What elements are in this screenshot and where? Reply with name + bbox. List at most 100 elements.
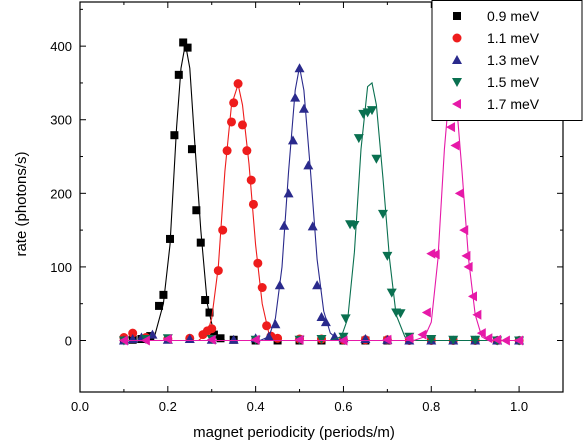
data-point: [371, 154, 382, 164]
data-point: [228, 334, 239, 344]
data-point: [426, 335, 437, 345]
data-point: [170, 131, 179, 140]
data-point: [257, 283, 267, 293]
data-point: [386, 288, 397, 298]
data-point: [472, 309, 482, 320]
data-point: [196, 238, 205, 247]
data-point: [118, 335, 128, 346]
y-tick-label: 300: [50, 113, 72, 128]
fit-line: [123, 82, 520, 342]
data-point: [187, 145, 196, 154]
data-point: [470, 335, 481, 345]
y-tick-label: 200: [50, 186, 72, 201]
data-point: [273, 333, 283, 343]
data-point: [340, 314, 351, 324]
data-point: [500, 335, 510, 346]
x-tick-label: 0.6: [334, 399, 352, 414]
data-point: [316, 311, 327, 321]
axes: 0.0 0.2 0.4 0.6 0.8 1.0 0 100 200 300 400: [50, 1, 564, 414]
data-point: [467, 291, 477, 302]
data-point: [430, 249, 440, 260]
data-point: [250, 334, 260, 345]
data-point: [237, 120, 247, 130]
data-point: [242, 146, 252, 156]
data-point: [246, 175, 256, 185]
legend-label: 0.9 meV: [487, 8, 540, 24]
data-point: [233, 79, 243, 89]
data-point: [290, 92, 301, 102]
data-point: [283, 188, 294, 198]
legend-label: 1.5 meV: [487, 74, 540, 90]
data-point: [450, 140, 460, 151]
data-point: [222, 146, 232, 156]
y-tick-label: 0: [65, 333, 72, 348]
data-point: [209, 330, 218, 339]
data-point: [205, 308, 214, 317]
data-point: [183, 43, 192, 52]
data-point: [448, 335, 459, 345]
data-point: [514, 335, 524, 346]
data-point: [162, 334, 172, 345]
legend-label: 1.3 meV: [487, 52, 540, 68]
data-point: [287, 135, 298, 145]
data-point: [461, 250, 471, 261]
data-point: [307, 221, 318, 231]
data-point: [382, 251, 393, 261]
data-point: [179, 38, 188, 47]
data-point: [459, 225, 469, 236]
data-point: [446, 122, 456, 133]
data-point: [206, 334, 216, 345]
data-point: [159, 290, 168, 299]
x-tick-label: 0.2: [159, 399, 177, 414]
y-tick-label: 100: [50, 260, 72, 275]
data-point: [338, 332, 349, 342]
data-point: [382, 334, 392, 345]
data-point: [492, 334, 502, 345]
data-point: [377, 209, 388, 219]
data-point: [263, 331, 274, 341]
data-point: [274, 280, 285, 290]
data-point: [201, 296, 210, 305]
data-point: [421, 307, 431, 318]
data-point: [213, 266, 223, 276]
data-point: [316, 335, 327, 345]
data-point: [128, 328, 138, 338]
data-point: [294, 334, 304, 345]
data-point: [338, 335, 348, 346]
data-point: [294, 63, 305, 73]
legend-marker: [452, 33, 462, 43]
data-point: [207, 324, 217, 334]
plot-area: [118, 38, 525, 346]
x-tick-label: 1.0: [510, 399, 528, 414]
data-point: [463, 261, 473, 272]
x-tick-label: 0.4: [247, 399, 265, 414]
legend-label: 1.1 meV: [487, 30, 540, 46]
data-point: [192, 206, 201, 215]
y-tick-label: 400: [50, 39, 72, 54]
data-point: [476, 328, 486, 339]
data-point: [229, 98, 239, 108]
data-point: [140, 335, 150, 346]
series-3: [118, 81, 525, 346]
data-point: [226, 117, 236, 127]
data-point: [155, 301, 164, 310]
data-point: [395, 309, 406, 319]
data-point: [248, 199, 258, 209]
data-point: [174, 70, 183, 79]
data-point: [366, 106, 377, 116]
data-point: [404, 333, 414, 344]
legend: 0.9 meV 1.1 meV 1.3 meV 1.5 meV 1.7 meV: [431, 0, 583, 121]
data-point: [262, 321, 272, 331]
data-point: [483, 333, 493, 344]
y-axis-title: rate (photons/s): [13, 151, 30, 256]
data-point: [417, 329, 427, 340]
data-point: [216, 334, 225, 343]
data-point: [454, 188, 464, 199]
data-point: [298, 103, 309, 113]
legend-marker: [452, 99, 461, 109]
data-point: [253, 258, 263, 268]
data-point: [218, 225, 228, 235]
plot-frame: [79, 1, 564, 393]
data-point: [270, 319, 281, 329]
